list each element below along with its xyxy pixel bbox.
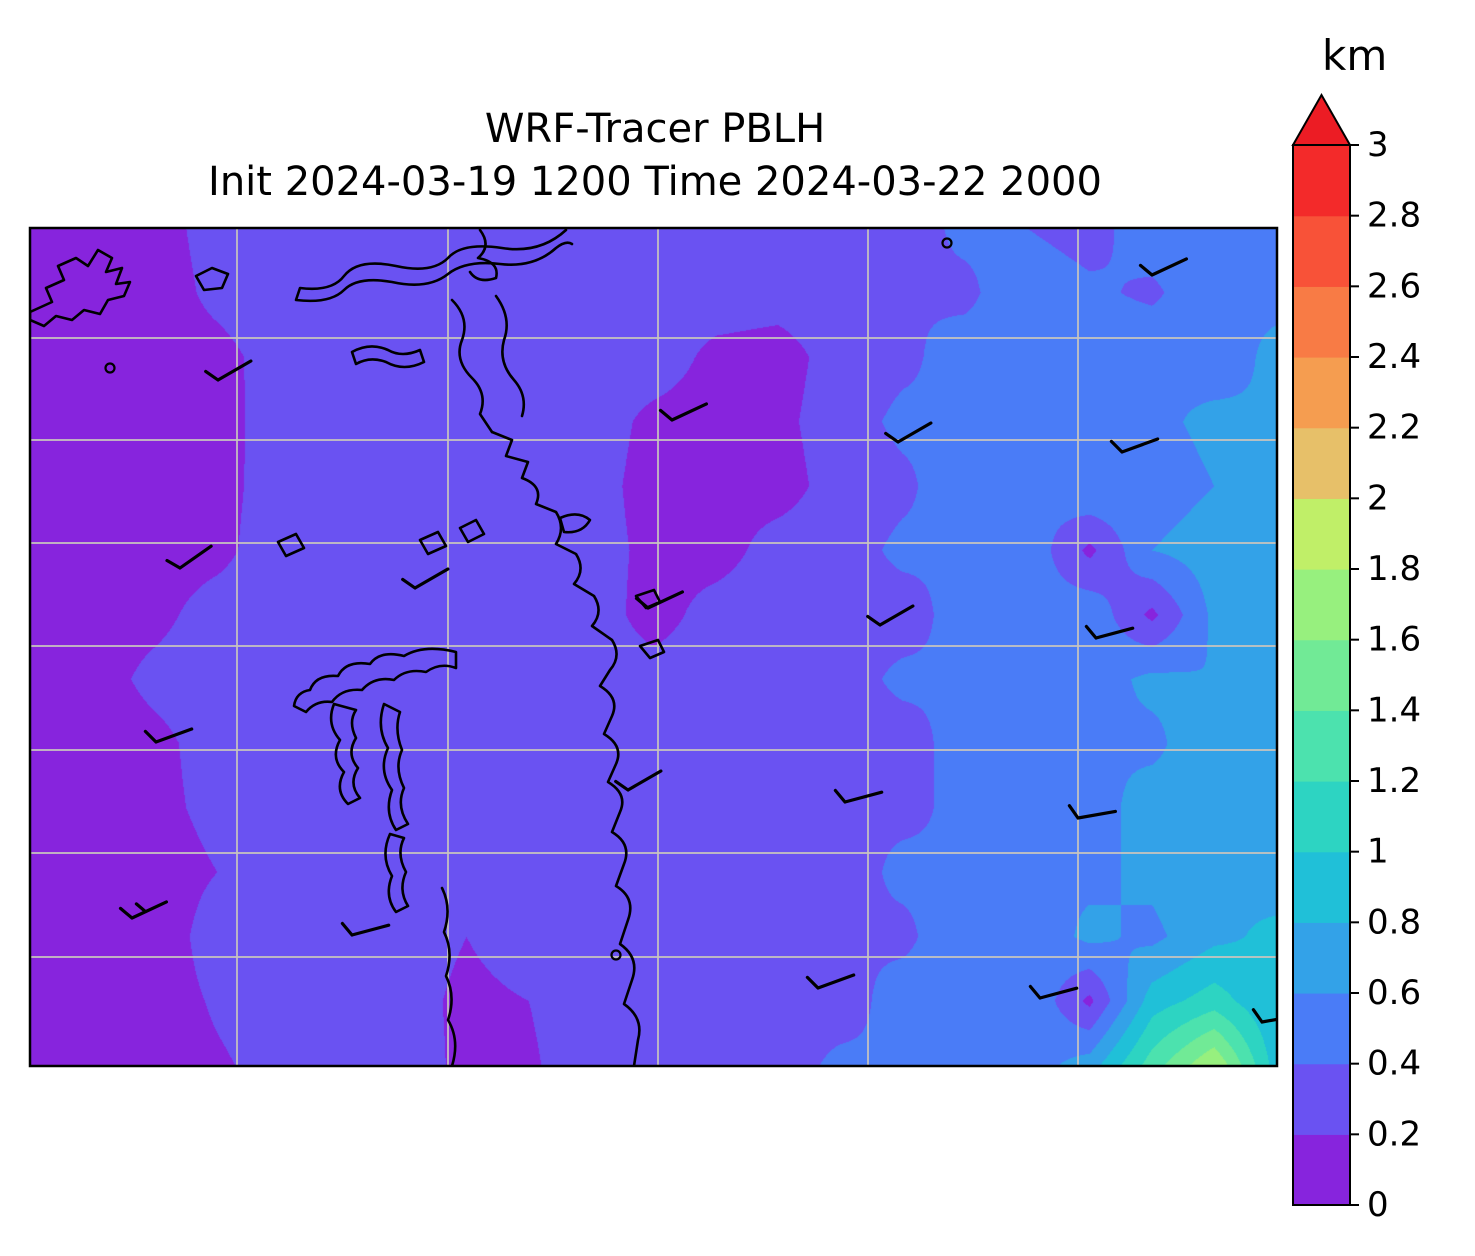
colorbar-tick-label: 1.4: [1367, 690, 1421, 730]
colorbar-tick-label: 1.2: [1367, 761, 1421, 801]
colorbar-tick-label: 2.8: [1367, 196, 1421, 236]
colorbar-segment: [1293, 1134, 1350, 1206]
colorbar: 0 0.2 0.4 0.6 0.8 1 1.2 1.4 1.6 1.8 2 2.2 2.4 2.6 2.8 3: [1291, 92, 1421, 1225]
colorbar-segment: [1293, 639, 1350, 711]
plot-title-block: WRF-Tracer PBLH Init 2024-03-19 1200 Tim…: [0, 103, 1310, 209]
colorbar-segment: [1293, 851, 1350, 923]
plot-subtitle: Init 2024-03-19 1200 Time 2024-03-22 200…: [208, 159, 1102, 205]
colorbar-segment: [1293, 569, 1350, 641]
colorbar-segment: [1293, 710, 1350, 782]
colorbar-tick-label: 0: [1367, 1185, 1389, 1225]
colorbar-tick-label: 0.8: [1367, 902, 1421, 942]
colorbar-outline: [1292, 144, 1351, 1206]
colorbar-tick-label: 1.8: [1367, 549, 1421, 589]
colorbar-unit-label: km: [1322, 31, 1387, 80]
colorbar-tick-label: 0.2: [1367, 1114, 1421, 1154]
colorbar-tick-label: 0.6: [1367, 973, 1421, 1013]
colorbar-tick-label: 2.4: [1367, 337, 1421, 377]
pblh-field-canvas: [30, 228, 1277, 1066]
colorbar-segment: [1293, 781, 1350, 853]
colorbar-segment: [1293, 215, 1350, 287]
colorbar-segment: [1293, 498, 1350, 570]
colorbar-segment: [1293, 427, 1350, 499]
colorbar-tick-label: 1: [1367, 832, 1389, 872]
colorbar-tick-label: 2.2: [1367, 408, 1421, 448]
colorbar-tick-label: 0.4: [1367, 1044, 1421, 1084]
colorbar-segment: [1293, 922, 1350, 994]
colorbar-segment: [1293, 286, 1350, 358]
colorbar-tick-label: 3: [1367, 125, 1389, 165]
colorbar-tick-label: 1.6: [1367, 620, 1421, 660]
colorbar-segment: [1293, 993, 1350, 1065]
colorbar-tick-label: 2.6: [1367, 266, 1421, 306]
plot-title: WRF-Tracer PBLH: [484, 106, 826, 152]
colorbar-segment: [1293, 1063, 1350, 1135]
colorbar-tick-label: 2: [1367, 478, 1389, 518]
colorbar-segment: [1293, 357, 1350, 429]
